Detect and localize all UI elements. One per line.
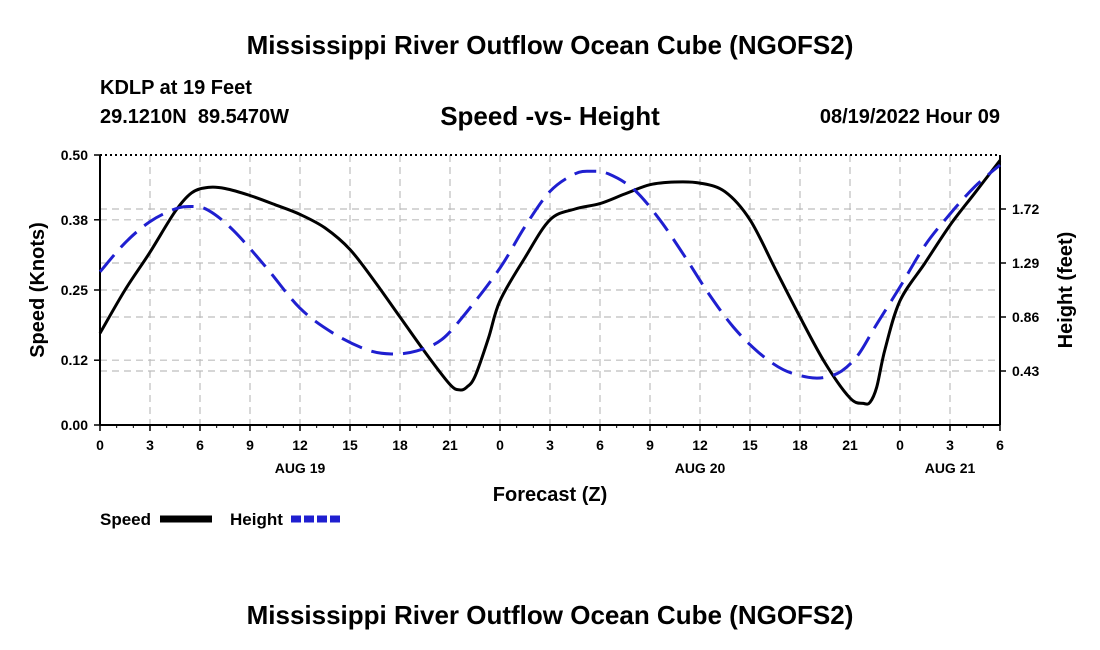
y-right-tick-label: 1.29 [1012, 255, 1039, 271]
x-tick-label: 6 [596, 437, 604, 453]
x-tick-label: 15 [342, 437, 358, 453]
x-tick-label: 15 [742, 437, 758, 453]
height-series-line [98, 163, 1001, 380]
x-tick-label: 3 [146, 437, 154, 453]
footer-title: Mississippi River Outflow Ocean Cube (NG… [246, 600, 854, 630]
legend-height-label: Height [230, 510, 283, 529]
y-tick-label: 0.25 [61, 282, 88, 298]
x-tick-label: 6 [996, 437, 1004, 453]
chart-title: Speed -vs- Height [440, 101, 660, 131]
x-day-label: AUG 20 [675, 460, 726, 476]
x-day-label: AUG 19 [275, 460, 326, 476]
x-tick-label: 12 [292, 437, 308, 453]
x-day-label: AUG 21 [925, 460, 976, 476]
x-axis-title: Forecast (Z) [493, 484, 607, 506]
y-tick-label: 0.12 [61, 352, 88, 368]
station-name: KDLP at 19 Feet [100, 77, 252, 99]
y-right-tick-label: 0.43 [1012, 363, 1039, 379]
x-tick-label: 3 [546, 437, 554, 453]
x-tick-label: 3 [946, 437, 954, 453]
x-tick-label: 0 [496, 437, 504, 453]
y-right-axis-title: Height (feet) [1055, 232, 1077, 349]
y-tick-label: 0.50 [61, 147, 88, 163]
x-tick-label: 0 [96, 437, 104, 453]
x-tick-label: 18 [792, 437, 808, 453]
y-tick-label: 0.38 [61, 212, 88, 228]
legend-speed-label: Speed [100, 510, 151, 529]
speed-height-chart: 0 3 6 9 12 15 18 21 0 3 6 9 12 15 18 21 0 3 6 AUG 19 AUG 20 A… [27, 147, 1077, 529]
x-tick-label: 18 [392, 437, 408, 453]
speed-series-line [98, 159, 1002, 406]
y-tick-label: 0.00 [61, 417, 88, 433]
x-tick-label: 21 [842, 437, 858, 453]
forecast-datetime: 08/19/2022 Hour 09 [819, 106, 1000, 128]
y-right-tick-label: 0.86 [1012, 309, 1039, 325]
y-right-tick-label: 1.72 [1012, 201, 1039, 217]
x-tick-label: 0 [896, 437, 904, 453]
x-tick-label: 6 [196, 437, 204, 453]
x-tick-label: 9 [646, 437, 654, 453]
page-title: Mississippi River Outflow Ocean Cube (NG… [246, 30, 854, 60]
x-tick-label: 12 [692, 437, 708, 453]
x-tick-label: 21 [442, 437, 458, 453]
x-tick-label: 9 [246, 437, 254, 453]
y-axis-title: Speed (Knots) [27, 222, 49, 358]
station-coords: 29.1210N 89.5470W [100, 106, 290, 128]
